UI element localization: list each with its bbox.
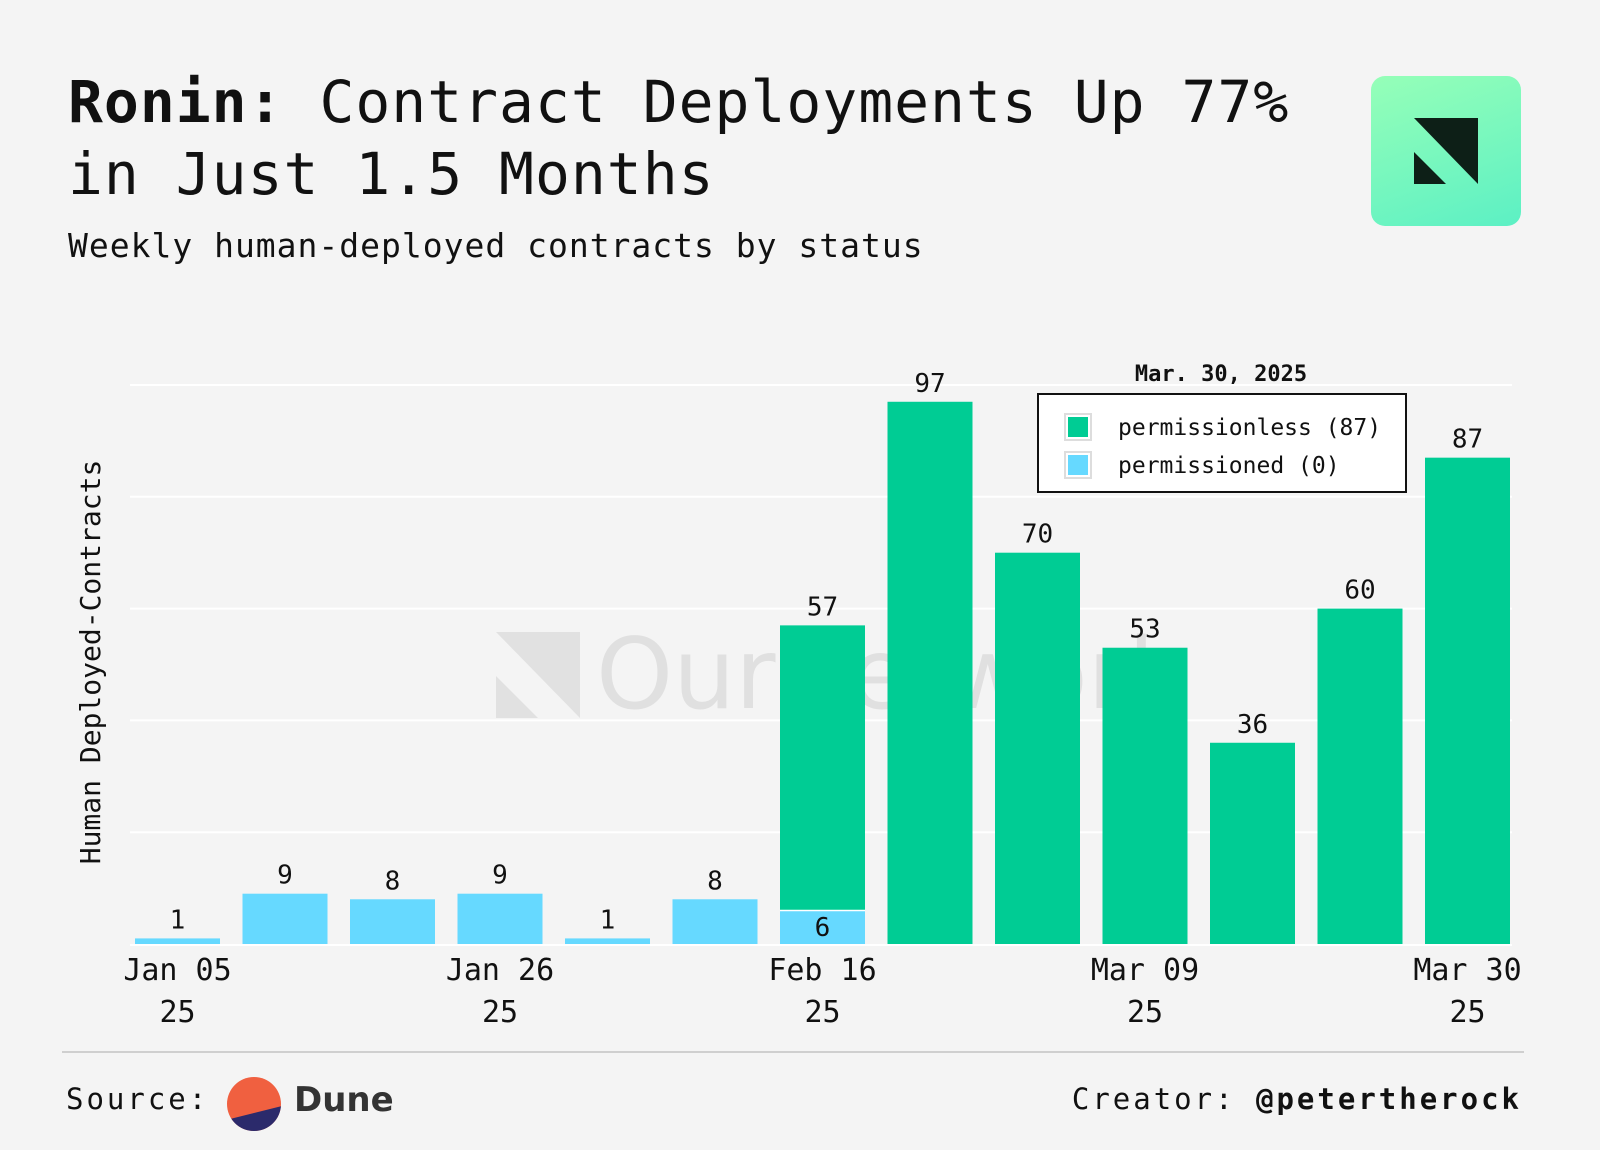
creator-label: Creator: xyxy=(1071,1082,1236,1116)
title-bold: Ronin: xyxy=(68,68,284,136)
dune-logo-text: Dune xyxy=(294,1080,394,1120)
bar-total-label: 97 xyxy=(914,369,945,399)
bar-permissioned xyxy=(350,899,435,944)
x-tick-year: 25 xyxy=(482,995,518,1030)
chart-bars xyxy=(135,401,1510,944)
chart-bar-labels: 1 9 8 9 1 8 57 97 70 53 36 60 87 6 xyxy=(170,369,1483,943)
bar-total-label: 9 xyxy=(492,861,508,891)
bar-permissioned xyxy=(135,938,220,944)
bar-total-label: 9 xyxy=(277,861,293,891)
bar-permissioned xyxy=(242,893,328,944)
bar-permissionless xyxy=(1425,457,1510,944)
title-rest: Contract Deployments Up 77% in Just 1.5 … xyxy=(68,68,1290,208)
bar-permissioned xyxy=(780,910,865,944)
page-title: Ronin: Contract Deployments Up 77% in Ju… xyxy=(68,66,1318,210)
bar-permissionless xyxy=(780,625,865,911)
bar-total-label: 8 xyxy=(707,866,723,896)
creator-handle: @petertherock xyxy=(1256,1082,1522,1116)
x-tick-label: Mar 30 xyxy=(1413,953,1521,988)
tooltip-item-label: permissioned (0) xyxy=(1118,453,1340,479)
tooltip-swatch-permissioned xyxy=(1068,455,1088,475)
tooltip-swatch-permissionless xyxy=(1068,417,1088,437)
watermark-icon xyxy=(496,632,580,718)
bar-total-label: 87 xyxy=(1452,425,1483,455)
bar-total-label: 57 xyxy=(807,592,838,622)
bar-permissionless xyxy=(995,552,1080,944)
x-tick-year: 25 xyxy=(804,995,840,1030)
x-tick-year: 25 xyxy=(159,995,195,1030)
bar-total-label: 70 xyxy=(1022,520,1053,550)
bar-permissionless xyxy=(1210,742,1295,944)
watermark-icon-corner xyxy=(496,676,538,718)
bar-permissionless xyxy=(1317,608,1403,944)
bar-total-label: 1 xyxy=(600,905,616,935)
page-subtitle: Weekly human-deployed contracts by statu… xyxy=(68,226,924,265)
bar-segment-label: 6 xyxy=(815,913,831,943)
x-axis-ticks: Jan 05 25 Jan 26 25 Feb 16 25 Mar 09 25 Mar 30 25 xyxy=(123,953,1521,1030)
bar-total-label: 36 xyxy=(1237,710,1268,740)
bar-permissionless xyxy=(887,401,973,944)
bar-permissioned xyxy=(565,938,650,944)
bar-permissioned xyxy=(672,899,758,944)
x-tick-label: Feb 16 xyxy=(768,953,876,988)
footer-divider xyxy=(62,1051,1524,1053)
ournetwork-logo xyxy=(1371,76,1521,226)
tooltip-box xyxy=(1037,393,1407,493)
ournetwork-logo-icon xyxy=(1414,118,1478,184)
tooltip-item-label: permissionless (87) xyxy=(1118,415,1381,441)
dune-logo-icon xyxy=(227,1077,281,1131)
bar-permissioned xyxy=(457,893,543,944)
creator-credit: Creator: @petertherock xyxy=(1072,1082,1522,1116)
bar-total-label: 8 xyxy=(385,866,401,896)
tooltip-date: Mar. 30, 2025 xyxy=(1135,362,1307,387)
x-tick-label: Jan 05 xyxy=(123,953,231,988)
x-tick-year: 25 xyxy=(1127,995,1163,1030)
chart-tooltip: Mar. 30, 2025 permissionless (87) permissi… xyxy=(1037,362,1407,493)
y-axis-label: Human Deployed-Contracts xyxy=(74,460,107,865)
x-tick-label: Mar 09 xyxy=(1091,953,1199,988)
bar-total-label: 1 xyxy=(170,905,186,935)
source-label: Source: xyxy=(66,1082,210,1116)
x-tick-year: 25 xyxy=(1449,995,1485,1030)
bar-permissionless xyxy=(1102,647,1188,944)
x-tick-label: Jan 26 xyxy=(446,953,554,988)
bar-total-label: 60 xyxy=(1344,576,1375,606)
bar-total-label: 53 xyxy=(1129,615,1160,645)
